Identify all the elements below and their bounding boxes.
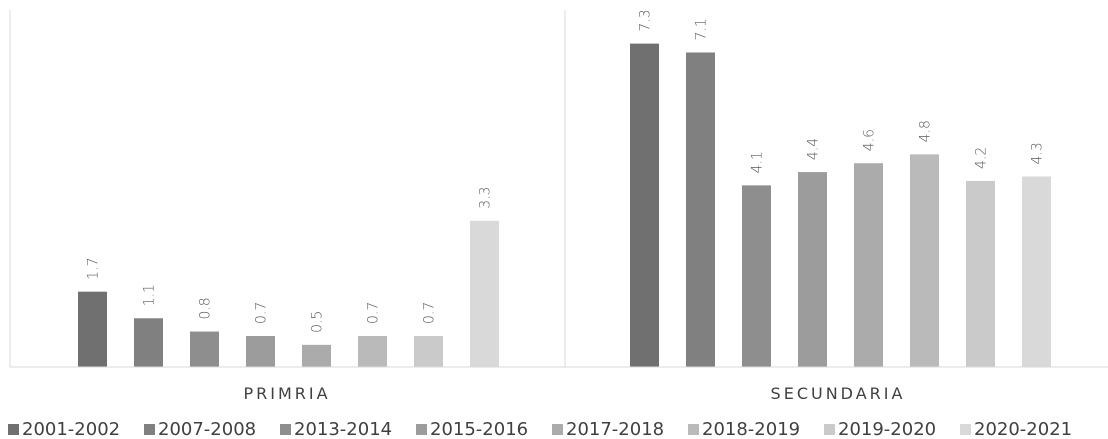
value-label: 0.5 <box>310 311 326 333</box>
legend-item-2001-2002: 2001-2002 <box>8 419 120 439</box>
legend-swatch <box>552 424 563 435</box>
value-label: 0.7 <box>254 302 270 324</box>
bar-2019-2020-SECUNDARIA <box>966 180 995 367</box>
legend-item-2017-2018: 2017-2018 <box>552 419 664 439</box>
legend-item-2015-2016: 2015-2016 <box>416 419 528 439</box>
legend-swatch <box>144 424 155 435</box>
category-label-0: PRIMRIA <box>243 384 330 403</box>
value-label: 7.1 <box>694 18 710 40</box>
bar-2013-2014-SECUNDARIA <box>742 185 771 367</box>
value-label: 0.8 <box>198 297 214 319</box>
value-label: 0.7 <box>366 302 382 324</box>
bar-2015-2016-PRIMRIA <box>246 335 275 367</box>
value-label: 1.1 <box>142 284 158 306</box>
legend-item-2019-2020: 2019-2020 <box>824 419 936 439</box>
value-label: 0.7 <box>422 302 438 324</box>
legend-swatch <box>280 424 291 435</box>
bar-2018-2019-PRIMRIA <box>358 335 387 367</box>
value-label: 1.7 <box>86 257 102 279</box>
bar-2017-2018-PRIMRIA <box>302 344 331 367</box>
legend-label: 2015-2016 <box>430 419 528 439</box>
legend-item-2020-2021: 2020-2021 <box>960 419 1072 439</box>
legend-label: 2001-2002 <box>22 419 120 439</box>
legend-item-2013-2014: 2013-2014 <box>280 419 392 439</box>
legend-label: 2007-2008 <box>158 419 256 439</box>
value-label: 4.1 <box>750 151 766 173</box>
value-label: 4.4 <box>806 138 822 160</box>
bar-2020-2021-SECUNDARIA <box>1022 176 1051 367</box>
value-label: 4.8 <box>918 120 934 142</box>
legend-label: 2017-2018 <box>566 419 664 439</box>
bar-2020-2021-PRIMRIA <box>470 220 499 367</box>
value-label: 3.3 <box>478 187 494 209</box>
bar-2007-2008-PRIMRIA <box>134 318 163 367</box>
legend-swatch <box>8 424 19 435</box>
bar-2013-2014-PRIMRIA <box>190 331 219 367</box>
bar-2019-2020-PRIMRIA <box>414 335 443 367</box>
legend: 2001-2002 2007-2008 2013-2014 2015-2016 2017… <box>8 419 1072 439</box>
legend-item-2007-2008: 2007-2008 <box>144 419 256 439</box>
bar-2001-2002-PRIMRIA <box>78 291 107 367</box>
bar-2001-2002-SECUNDARIA <box>630 43 659 368</box>
category-label-1: SECUNDARIA <box>771 384 906 403</box>
value-label: 4.2 <box>974 147 990 169</box>
legend-swatch <box>416 424 427 435</box>
legend-swatch <box>688 424 699 435</box>
value-labels-layer: 1.7 7.3 1.1 7.1 0.8 4.1 0.7 4.4 0.5 4.6 0.7 4.8 0.7 4… <box>86 9 1046 333</box>
group-dividers <box>9 10 566 367</box>
bar-2015-2016-SECUNDARIA <box>798 172 827 367</box>
legend-label: 2020-2021 <box>974 419 1072 439</box>
legend-swatch <box>960 424 971 435</box>
legend-label: 2018-2019 <box>702 419 800 439</box>
bar-2018-2019-SECUNDARIA <box>910 154 939 367</box>
value-label: 7.3 <box>638 9 654 31</box>
bar-2017-2018-SECUNDARIA <box>854 163 883 367</box>
legend-item-2018-2019: 2018-2019 <box>688 419 800 439</box>
legend-swatch <box>824 424 835 435</box>
bar-2007-2008-SECUNDARIA <box>686 52 715 367</box>
value-label: 4.3 <box>1030 142 1046 164</box>
legend-label: 2019-2020 <box>838 419 936 439</box>
legend-label: 2013-2014 <box>294 419 392 439</box>
category-labels-layer: PRIMRIA SECUNDARIA <box>243 384 906 403</box>
bars-layer <box>78 43 1051 368</box>
value-label: 4.6 <box>862 129 878 151</box>
